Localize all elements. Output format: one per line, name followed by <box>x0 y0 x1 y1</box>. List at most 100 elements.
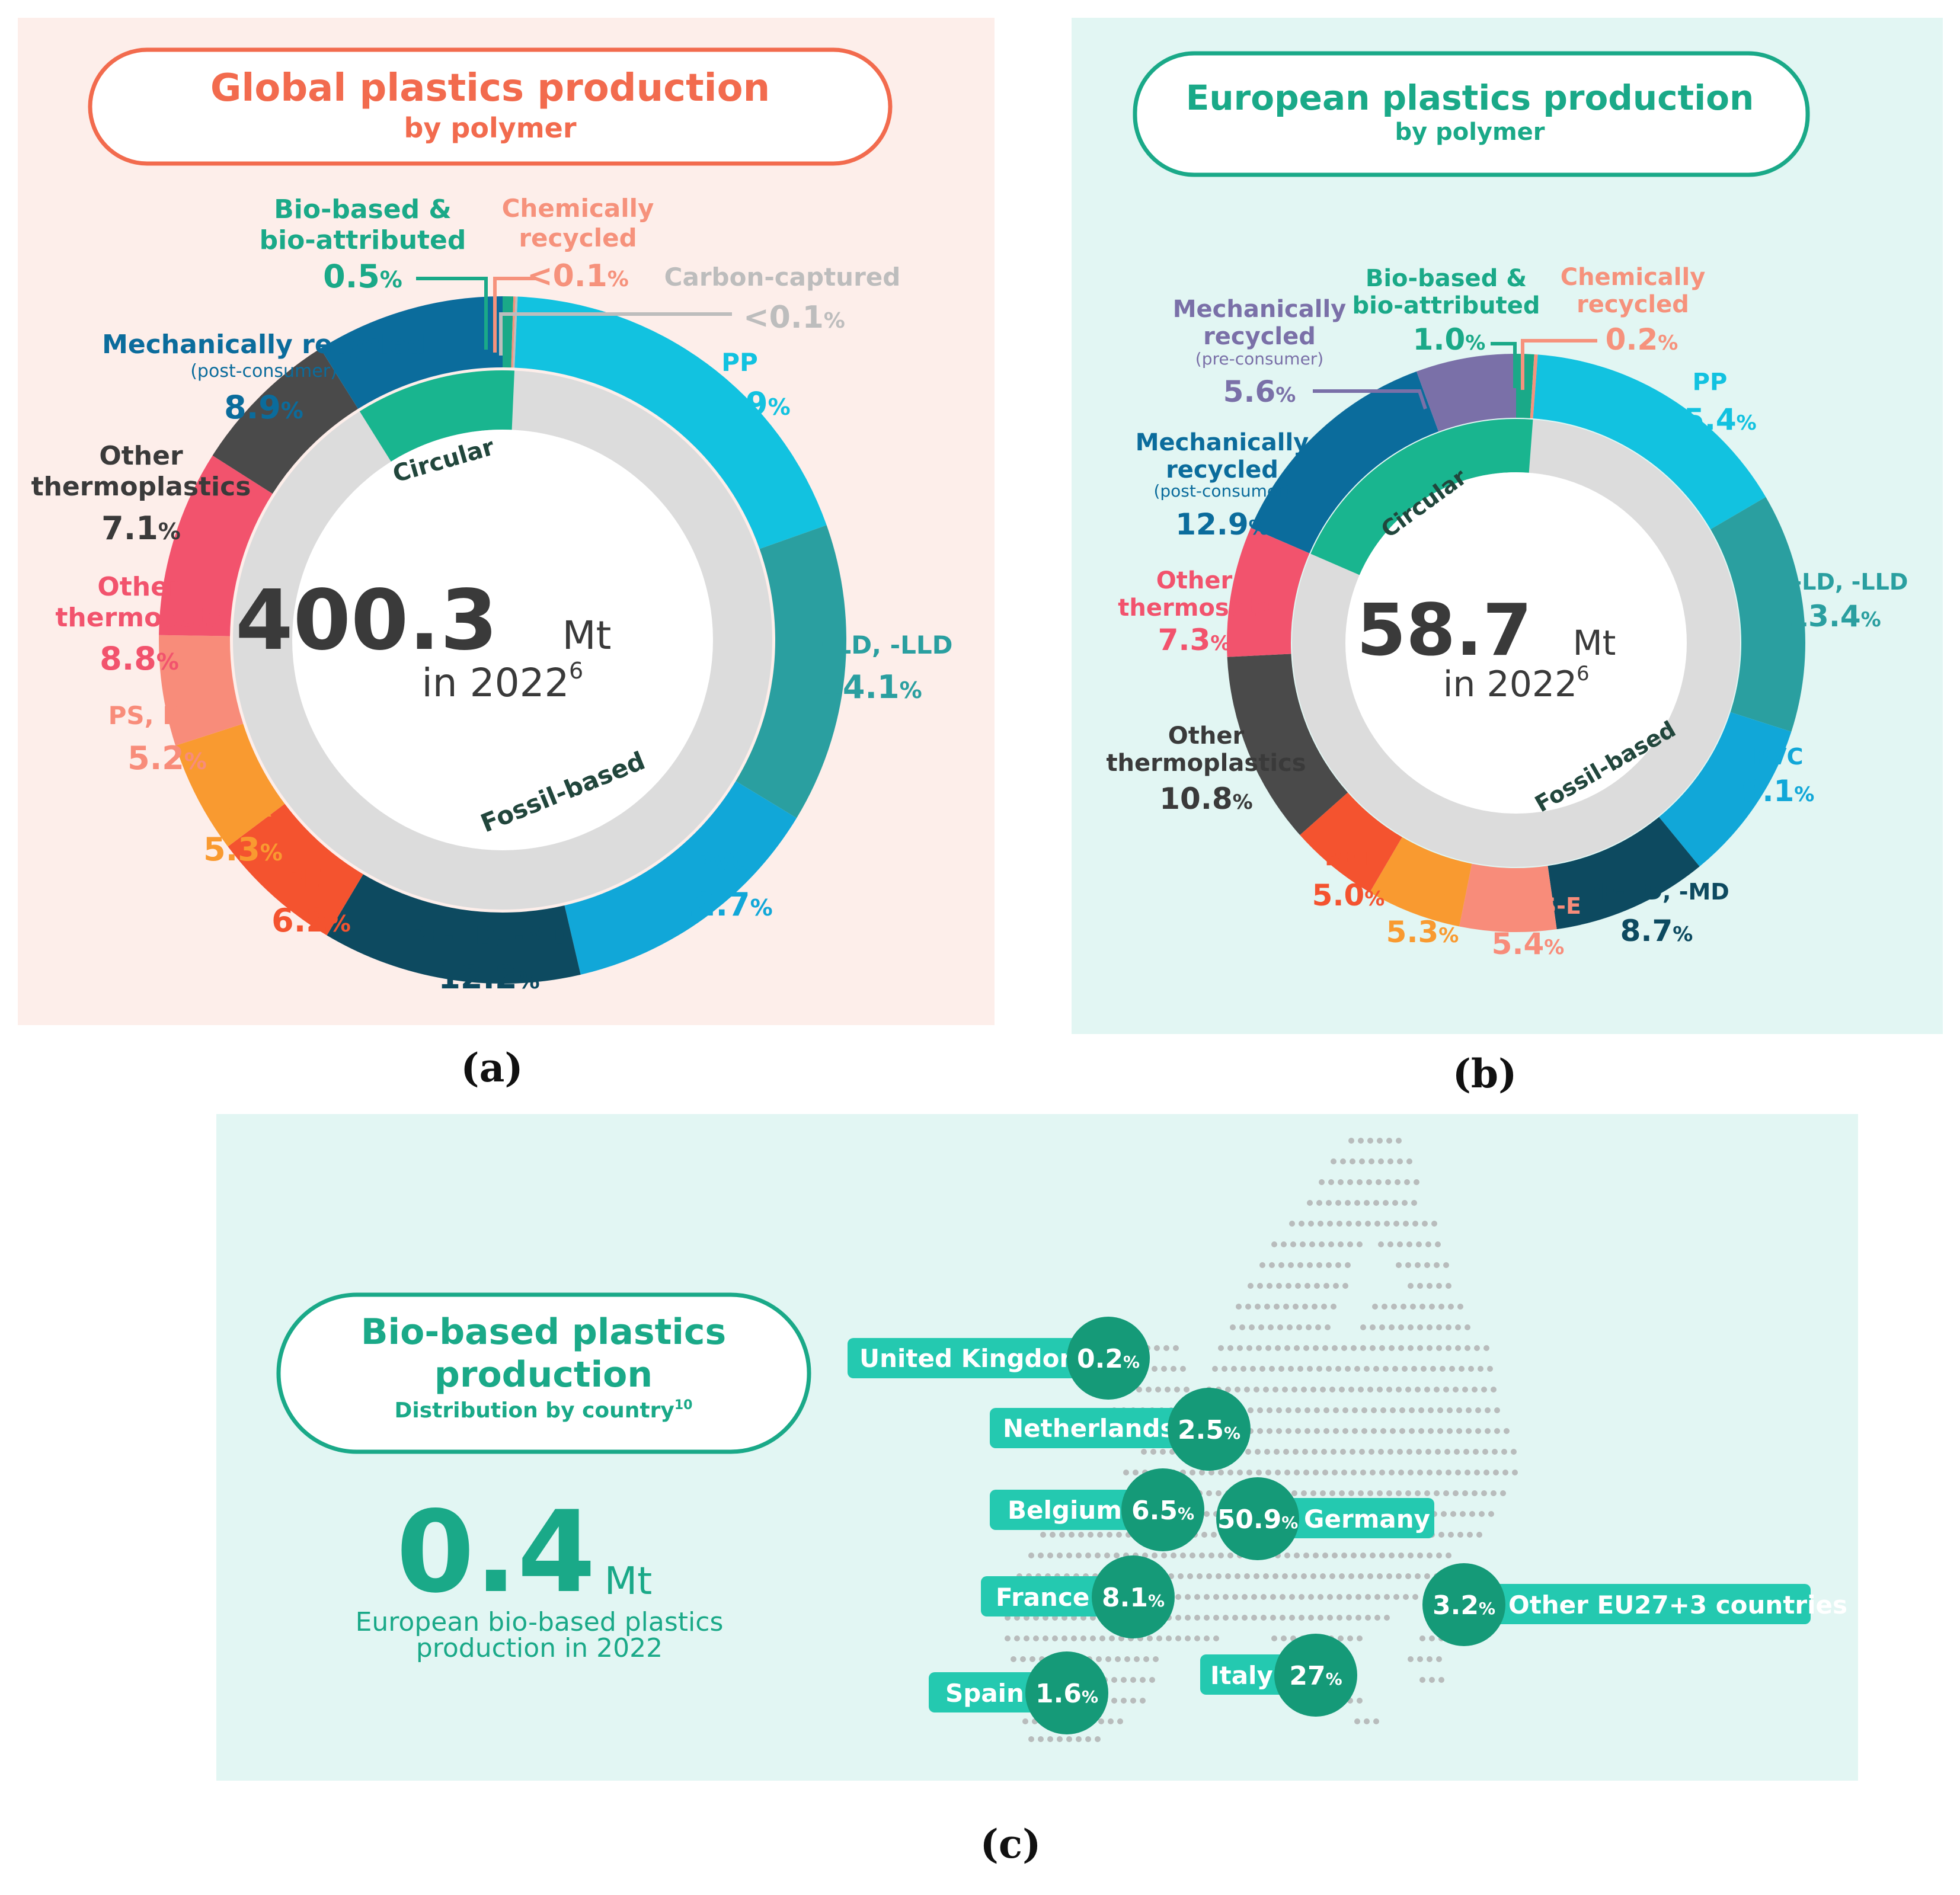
panel-b-label-pet: PET <box>1325 844 1372 870</box>
donut-slice-pvc <box>564 781 797 975</box>
country-bubble <box>1422 1563 1505 1646</box>
panel-b-label-otherplast-value: 10.8% <box>1159 782 1252 816</box>
donut-slice-pe-ld-lld <box>736 525 847 818</box>
country-italy: Italy 27% <box>1200 1634 1357 1717</box>
donut-slice-pp <box>1533 354 1766 530</box>
donut-slice-ps-ps-e <box>159 635 244 746</box>
country-bubble <box>1168 1388 1251 1471</box>
panel-a-label-carbon: Carbon-captured <box>664 263 901 292</box>
panel-b-leader-bio <box>1491 342 1517 388</box>
panel-a-label-ps: PS, PS-E <box>108 701 226 730</box>
panel-a-leader-carbon <box>499 312 732 356</box>
panel-a-center-unit: Mt <box>562 613 612 658</box>
panel-a-label-otherplast-1: Other thermoplastics <box>31 441 251 502</box>
panel-a-label-pur: PUR <box>214 793 271 822</box>
donut-slice-pur <box>175 724 285 847</box>
panel-b-title-pill <box>1133 51 1810 177</box>
panel-c-desc-line1: European bio-based plastics <box>356 1607 724 1637</box>
panel-b-label-mechpost-value: 12.9% <box>1175 507 1268 542</box>
country-tag <box>1200 1654 1295 1695</box>
panel-c-big-value: 0.4 <box>396 1487 596 1618</box>
panel-b-label-othertherm-value: 7.3% <box>1158 623 1231 657</box>
panel-b-label-otherplast: Other thermoplastics <box>1106 722 1306 777</box>
panel-b-label-ps-value: 5.4% <box>1492 927 1565 961</box>
panel-a-caption: (a) <box>461 1045 523 1091</box>
country-tag <box>1494 1584 1811 1624</box>
panel-a-label-pehd-value: 12.2% <box>438 959 539 996</box>
country-uk: United Kingdom 0.2% <box>848 1317 1150 1400</box>
circular-band <box>1310 419 1533 575</box>
panel-a-label-pp-value: 18.9% <box>689 385 790 422</box>
country-netherlands: Netherlands 2.5% <box>990 1388 1251 1471</box>
panel-a-leader-chem <box>493 277 536 353</box>
panel-b-title: European plastics production <box>1186 78 1754 118</box>
donut-slice-other-thermosets <box>1227 527 1310 657</box>
panel-a-leader-bio <box>416 277 488 350</box>
donut-europe <box>1227 354 1805 932</box>
panel-b-label-mechpost-sub: (post-consumer) <box>1153 481 1290 501</box>
country-name: France <box>996 1583 1089 1612</box>
donut-slice-pe-hd-md <box>1547 817 1700 930</box>
panel-b-label-bio: Bio-based & bio-attributed <box>1352 265 1540 319</box>
panel-a-label-othertherm-value: 8.8% <box>100 640 179 677</box>
panel-b-label-mechpre-sub: (pre-consumer) <box>1195 349 1323 369</box>
country-name: Germany <box>1304 1505 1430 1534</box>
country-tag <box>1274 1498 1434 1538</box>
country-value: 6.5% <box>1131 1496 1194 1526</box>
donut-slice-mechanically-recycled-postconsumer <box>320 296 503 409</box>
country-germany: Germany 50.9% <box>1216 1477 1434 1560</box>
panel-c-title-pill <box>276 1292 811 1454</box>
panel-b-label-pp-value: 15.4% <box>1663 402 1756 437</box>
panel-b-label-chem-value: 0.2% <box>1606 322 1678 357</box>
country-value: 1.6% <box>1035 1679 1098 1709</box>
country-name: United Kingdom <box>859 1344 1085 1373</box>
country-value: 2.5% <box>1178 1415 1240 1445</box>
panel-c-title-line1: Bio-based plastics <box>361 1311 726 1353</box>
panel-b-label-ps: PS, PS-E <box>1475 893 1581 919</box>
donut-slice-pet <box>1300 792 1402 892</box>
panel-a-label-pet: PET <box>285 864 337 893</box>
donut-slice-other-thermoplastics <box>1227 654 1348 836</box>
country-name: Other EU27+3 countries <box>1508 1590 1847 1619</box>
panel-a-label-otherplast-value: 7.1% <box>101 510 181 547</box>
donut-slice-pvc <box>1659 712 1792 867</box>
country-value: 27% <box>1289 1661 1342 1691</box>
panel-b-label-mechpre: Mechanically recycled <box>1173 296 1347 350</box>
panel-b-center-value: 58.7 <box>1357 590 1532 672</box>
circular-band <box>359 370 514 462</box>
panel-a-title-pill <box>88 47 893 166</box>
donut-slice-mechanically-recycled-preconsumer <box>1416 354 1516 432</box>
country-value: 3.2% <box>1433 1590 1495 1621</box>
donut-global <box>159 296 847 984</box>
country-value: 8.1% <box>1102 1583 1165 1613</box>
country-other: Other EU27+3 countries 3.2% <box>1422 1563 1847 1646</box>
panel-a-center-value: 400.3 <box>235 572 498 669</box>
country-bubble <box>1274 1634 1357 1717</box>
panel-b-label-chem: Chemically recycled <box>1561 264 1706 318</box>
country-france: France 8.1% <box>981 1555 1175 1638</box>
panel-b-label-mechpost: Mechanically recycled <box>1136 429 1309 484</box>
panel-c-desc-line2: production in 2022 <box>416 1633 663 1663</box>
donut-slice-other-thermosets <box>159 455 273 636</box>
panel-a-label-chem-value: <0.1% <box>527 258 629 294</box>
country-bubble <box>1216 1477 1299 1560</box>
country-tag <box>981 1576 1117 1616</box>
donut-slice-pp <box>514 296 827 549</box>
panel-b-label-pvc-value: 9.1% <box>1742 774 1815 808</box>
panel-c-subtitle: Distribution by country10 <box>395 1398 693 1423</box>
country-name: Netherlands <box>1003 1414 1175 1443</box>
panel-a-subtitle: by polymer <box>404 112 576 144</box>
panel-b-center-year: in 2022 <box>1443 664 1577 705</box>
panel-a-center-year: in 2022 <box>421 660 569 706</box>
country-belgium: Belgium 6.5% <box>990 1468 1204 1551</box>
country-tag <box>848 1338 1085 1378</box>
panel-b-label-mechpre-value: 5.6% <box>1223 374 1296 409</box>
country-value: 50.9% <box>1217 1505 1299 1535</box>
country-bubble <box>1092 1555 1175 1638</box>
panel-b-center-sup: 6 <box>1577 662 1590 686</box>
panel-b-label-pehd-value: 8.7% <box>1620 914 1693 948</box>
panel-b-label-pur: PUR <box>1396 880 1449 906</box>
panel-a-label-pele-value: 14.1% <box>820 668 922 706</box>
panel-a-label-pp: PP <box>721 348 758 377</box>
